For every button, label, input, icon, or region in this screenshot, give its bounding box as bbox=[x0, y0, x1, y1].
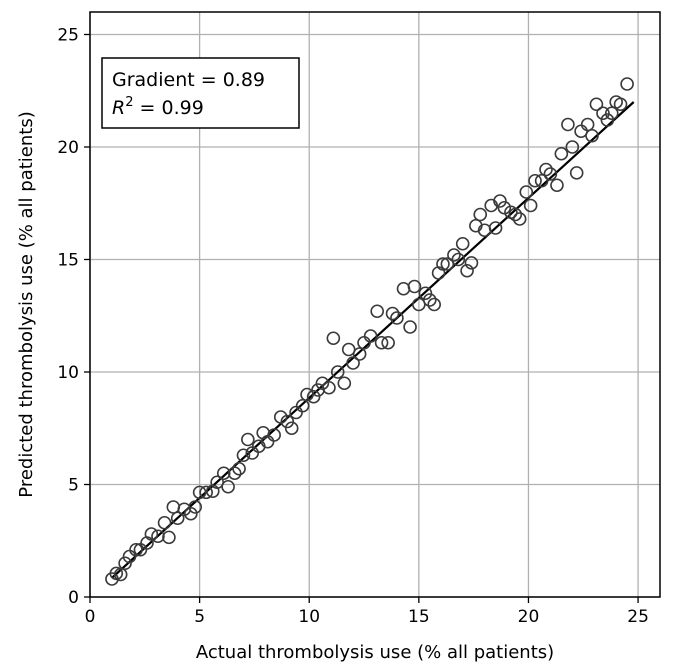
data-point bbox=[192, 485, 207, 500]
x-tick-label: 5 bbox=[194, 607, 205, 627]
data-point bbox=[330, 365, 345, 379]
data-point bbox=[381, 335, 395, 350]
data-point bbox=[374, 335, 389, 350]
data-point bbox=[565, 140, 580, 154]
data-point bbox=[295, 398, 310, 413]
data-point bbox=[407, 279, 422, 294]
data-point bbox=[493, 194, 507, 208]
data-point bbox=[396, 281, 411, 296]
data-point bbox=[534, 173, 549, 188]
data-point bbox=[473, 207, 488, 222]
data-point bbox=[604, 106, 619, 121]
data-point bbox=[326, 331, 341, 346]
y-tick-label: 20 bbox=[57, 138, 79, 158]
data-point bbox=[600, 113, 615, 127]
y-tick-label: 25 bbox=[57, 26, 79, 46]
data-point bbox=[569, 166, 584, 180]
data-point bbox=[385, 306, 400, 321]
data-point bbox=[427, 297, 441, 312]
data-point bbox=[589, 97, 604, 112]
data-point bbox=[585, 128, 599, 143]
data-point bbox=[620, 77, 634, 91]
data-point bbox=[596, 106, 610, 121]
axis-ticks: 0 5 10 15 20 25 0 5 10 15 20 25 bbox=[57, 26, 649, 628]
y-tick-label: 5 bbox=[68, 476, 79, 496]
y-tick-label: 10 bbox=[57, 363, 79, 383]
data-point bbox=[418, 286, 433, 301]
data-point bbox=[488, 221, 503, 235]
data-point bbox=[451, 252, 466, 267]
y-tick-label: 15 bbox=[57, 251, 79, 271]
data-point bbox=[550, 178, 564, 193]
data-point bbox=[436, 257, 450, 271]
data-point bbox=[184, 506, 198, 521]
y-tick-label: 0 bbox=[68, 588, 79, 608]
r-squared-exponent: 2 bbox=[125, 95, 133, 110]
data-point bbox=[322, 380, 336, 395]
data-point bbox=[188, 500, 203, 514]
r-squared-value: = 0.99 bbox=[133, 97, 203, 119]
data-point bbox=[166, 500, 181, 514]
x-tick-label: 0 bbox=[85, 607, 96, 627]
data-point bbox=[129, 542, 143, 557]
gradient-label: Gradient = 0.89 bbox=[112, 69, 265, 91]
x-tick-label: 25 bbox=[627, 607, 649, 627]
r-squared-symbol: R bbox=[112, 97, 125, 119]
data-point bbox=[539, 162, 553, 177]
data-point bbox=[447, 248, 461, 262]
data-point bbox=[464, 256, 479, 270]
plot-frame bbox=[89, 11, 661, 598]
data-point bbox=[390, 311, 404, 325]
data-point bbox=[528, 173, 542, 188]
data-point bbox=[561, 117, 575, 132]
data-point bbox=[352, 347, 367, 361]
data-point bbox=[236, 448, 251, 463]
x-tick-label: 10 bbox=[298, 607, 320, 627]
data-point bbox=[554, 146, 569, 161]
data-point bbox=[216, 466, 231, 481]
data-point bbox=[241, 432, 255, 447]
x-tick-label: 15 bbox=[408, 607, 430, 627]
x-tick-label: 20 bbox=[518, 607, 540, 627]
data-point bbox=[151, 529, 165, 544]
data-point bbox=[162, 530, 176, 545]
data-point bbox=[580, 117, 595, 132]
data-point bbox=[113, 567, 128, 582]
data-point bbox=[508, 207, 523, 222]
data-point bbox=[306, 389, 321, 404]
data-point bbox=[455, 236, 470, 251]
data-point bbox=[523, 198, 538, 213]
data-point bbox=[460, 263, 474, 278]
x-axis-label: Actual thrombolysis use (% all patients) bbox=[196, 642, 554, 663]
data-point bbox=[613, 97, 628, 112]
data-point bbox=[543, 167, 558, 181]
data-point bbox=[370, 304, 384, 319]
data-point bbox=[199, 485, 213, 500]
data-point bbox=[170, 511, 185, 526]
data-point bbox=[227, 466, 242, 481]
data-point bbox=[423, 293, 437, 307]
data-point bbox=[403, 320, 417, 334]
data-point bbox=[280, 414, 295, 429]
scatter-points bbox=[105, 77, 634, 586]
data-point bbox=[337, 376, 352, 391]
data-point bbox=[232, 461, 246, 476]
data-point bbox=[267, 428, 281, 442]
data-point bbox=[157, 515, 172, 530]
r-squared-label: R2 = 0.99 bbox=[112, 95, 204, 119]
data-point bbox=[346, 356, 360, 370]
data-point bbox=[519, 185, 534, 199]
y-axis-label: Predicted thrombolysis use (% all patien… bbox=[16, 111, 37, 497]
data-point bbox=[144, 527, 159, 541]
data-point bbox=[118, 556, 132, 571]
annotation-frame bbox=[101, 57, 300, 129]
data-point bbox=[512, 212, 527, 226]
data-point bbox=[363, 329, 378, 343]
data-point bbox=[284, 421, 299, 436]
data-point bbox=[221, 479, 235, 494]
annotation-box: Gradient = 0.89 R2 = 0.99 bbox=[101, 57, 300, 129]
